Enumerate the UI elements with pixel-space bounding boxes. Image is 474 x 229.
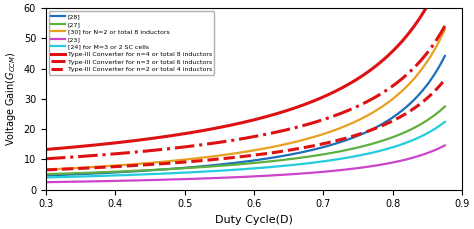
[24] for M=3 or 2 SC cells [43, 176, 49, 179]
X-axis label: Duty Cycle(D): Duty Cycle(D) [215, 215, 293, 225]
Line: [23]: [23] [46, 145, 445, 182]
Type-III Converter for n=2 or total 4 inductors [310, 145, 315, 147]
[27] [442, 105, 448, 108]
Line: Type-III Converter for n=2 or total 4 inductors: Type-III Converter for n=2 or total 4 in… [46, 79, 445, 170]
Type-III Converter for n=2 or total 4 inductors [442, 78, 448, 81]
Type-III Converter for n=3 or total 6 inductors [344, 110, 349, 113]
Type-III Converter for n=3 or total 6 inductors [310, 122, 315, 124]
[24] for M=3 or 2 SC cells [344, 156, 349, 159]
[28] [344, 139, 349, 142]
[30] for N=2 or total 8 inductors [114, 164, 119, 167]
[30] for N=2 or total 8 inductors [43, 168, 49, 171]
Type-III Converter for n=2 or total 4 inductors [224, 157, 229, 160]
Type-III Converter for n=3 or total 6 inductors [224, 140, 229, 143]
[24] for M=3 or 2 SC cells [224, 169, 229, 172]
[27] [114, 170, 119, 173]
[28] [114, 171, 119, 174]
[24] for M=3 or 2 SC cells [310, 161, 315, 164]
[30] for N=2 or total 8 inductors [310, 136, 315, 139]
[27] [310, 155, 315, 158]
Type-III Converter for n=4 or total 8 inductors [43, 148, 49, 151]
[28] [146, 169, 151, 172]
Line: [27]: [27] [46, 106, 445, 174]
Line: Type-III Converter for n=3 or total 6 inductors: Type-III Converter for n=3 or total 6 in… [46, 26, 445, 159]
Y-axis label: Voltage Gain($G_{CCM}$): Voltage Gain($G_{CCM}$) [4, 52, 18, 146]
[27] [43, 173, 49, 176]
Legend: [28], [27], [30] for N=2 or total 8 inductors, [23], [24] for M=3 or 2 SC cells,: [28], [27], [30] for N=2 or total 8 indu… [49, 11, 214, 75]
[27] [224, 164, 229, 167]
[30] for N=2 or total 8 inductors [146, 162, 151, 164]
[24] for M=3 or 2 SC cells [278, 165, 284, 167]
[23] [344, 168, 349, 171]
[23] [146, 179, 151, 182]
Type-III Converter for n=3 or total 6 inductors [146, 150, 151, 152]
Type-III Converter for n=2 or total 4 inductors [278, 150, 284, 153]
Type-III Converter for n=2 or total 4 inductors [43, 169, 49, 171]
Line: [28]: [28] [46, 56, 445, 176]
Type-III Converter for n=2 or total 4 inductors [114, 165, 119, 168]
Type-III Converter for n=4 or total 8 inductors [146, 137, 151, 140]
Type-III Converter for n=3 or total 6 inductors [442, 25, 448, 27]
[28] [310, 149, 315, 151]
Type-III Converter for n=3 or total 6 inductors [43, 157, 49, 160]
Type-III Converter for n=4 or total 8 inductors [278, 111, 284, 114]
Line: Type-III Converter for n=4 or total 8 inductors: Type-III Converter for n=4 or total 8 in… [46, 2, 445, 150]
[28] [43, 174, 49, 177]
[27] [344, 149, 349, 151]
Type-III Converter for n=4 or total 8 inductors [310, 100, 315, 103]
[30] for N=2 or total 8 inductors [224, 153, 229, 156]
[27] [278, 159, 284, 162]
[23] [310, 171, 315, 174]
Line: [24] for M=3 or 2 SC cells: [24] for M=3 or 2 SC cells [46, 122, 445, 177]
[30] for N=2 or total 8 inductors [442, 28, 448, 31]
Type-III Converter for n=4 or total 8 inductors [427, 1, 432, 3]
Type-III Converter for n=4 or total 8 inductors [442, 1, 448, 3]
Type-III Converter for n=3 or total 6 inductors [278, 130, 284, 132]
[24] for M=3 or 2 SC cells [442, 120, 448, 123]
[24] for M=3 or 2 SC cells [114, 174, 119, 177]
[28] [442, 55, 448, 57]
Type-III Converter for n=2 or total 4 inductors [146, 163, 151, 166]
Type-III Converter for n=4 or total 8 inductors [114, 141, 119, 144]
[30] for N=2 or total 8 inductors [278, 144, 284, 147]
[28] [278, 155, 284, 158]
Type-III Converter for n=4 or total 8 inductors [224, 125, 229, 128]
Type-III Converter for n=4 or total 8 inductors [344, 84, 349, 87]
[27] [146, 169, 151, 172]
[23] [278, 174, 284, 176]
[23] [114, 180, 119, 182]
[30] for N=2 or total 8 inductors [344, 124, 349, 127]
Type-III Converter for n=3 or total 6 inductors [114, 152, 119, 155]
Line: [30] for N=2 or total 8 inductors: [30] for N=2 or total 8 inductors [46, 29, 445, 170]
[23] [442, 144, 448, 147]
Type-III Converter for n=2 or total 4 inductors [344, 137, 349, 139]
[23] [224, 176, 229, 179]
[28] [224, 162, 229, 165]
[23] [43, 181, 49, 184]
[24] for M=3 or 2 SC cells [146, 173, 151, 176]
